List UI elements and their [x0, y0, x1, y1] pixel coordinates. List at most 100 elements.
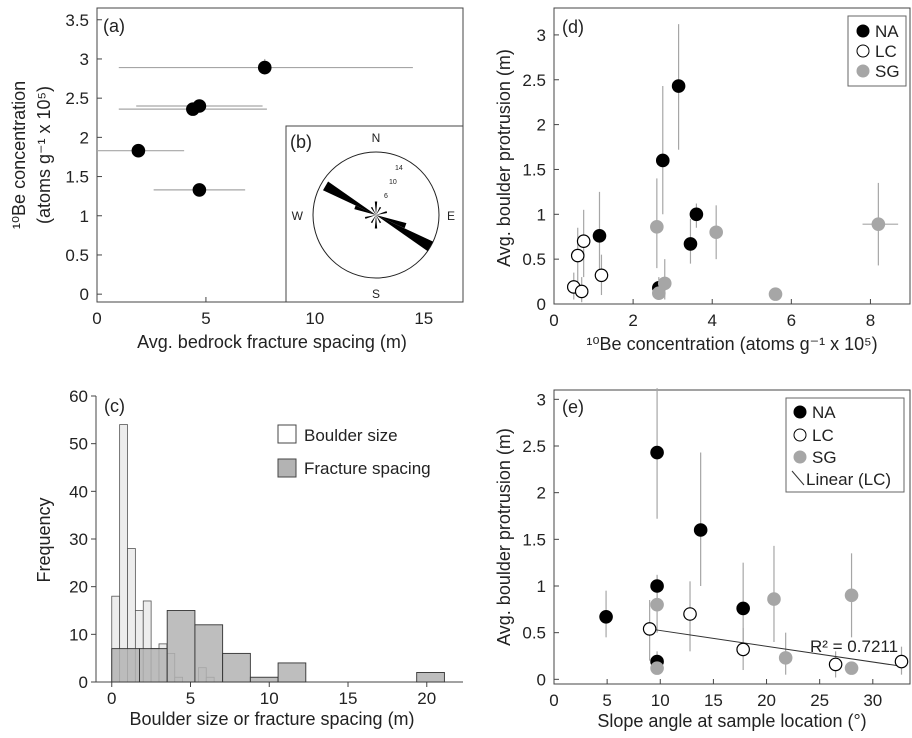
panel_a-xtick-label: 15 [414, 309, 433, 328]
fracture-spacing-bar [277, 662, 307, 683]
panel-e-legend-fit-marker [791, 470, 805, 486]
panel-e-legend-lc-marker [793, 428, 807, 442]
panel-e-na-point [599, 609, 613, 624]
fracture-spacing-bar [249, 676, 279, 683]
panel_c-xtick-label: 15 [339, 689, 358, 708]
panel_a-ytick-label: 1.5 [65, 168, 89, 187]
panel-e-sg-point [767, 592, 781, 606]
panel-e-legend-na-marker [793, 405, 807, 419]
panel-d-lc-point [574, 284, 589, 299]
panel_d-ytick-label: 3 [537, 26, 546, 45]
panel-d-na-point [689, 207, 704, 222]
rose-petal [376, 211, 388, 215]
panel-e-ylabel: Avg. boulder protrusion (m) [494, 428, 514, 646]
panel-e-xlabel: Slope angle at sample location (°) [597, 711, 866, 731]
panel-d-sg-point [709, 225, 723, 240]
panel-d-frame [553, 7, 911, 305]
panel-e-legend-lc: LC [812, 426, 834, 445]
rose-west: W [292, 209, 304, 223]
panel-b-label: (b) [290, 132, 312, 152]
panel-d-sg-point [652, 286, 666, 301]
panel-e-frame [553, 389, 911, 685]
panel_c-ytick-label: 50 [69, 435, 88, 454]
panel_e-ytick-label: 3 [537, 390, 546, 409]
panel-e-sg-point [778, 651, 793, 665]
panel-e-linear-fit-line [649, 628, 902, 667]
panel-c: 0 5 10 15 20 0 10 20 30 40 50 60 (c) Boulder size F… [34, 387, 463, 729]
panel-d-sg-point [650, 220, 664, 234]
panel-a-ylabel-2: (atoms g⁻¹ x 10⁵) [34, 86, 54, 224]
panel-a: (a) 0 5 10 15 0 0.5 1 1.5 2 2.5 3 3.5 Avg. bedrock … [9, 7, 464, 352]
panel-a-label: (a) [103, 16, 125, 36]
panel-e-marks [599, 388, 909, 678]
panel-d-sg-point [871, 217, 886, 231]
legend-fracture-spacing: Fracture spacing [304, 459, 431, 478]
fracture-spacing-bar [222, 652, 251, 683]
panel_d-ytick-label: 2.5 [522, 71, 546, 90]
panel-c-xlabel: Boulder size or fracture spacing (m) [129, 709, 414, 729]
panel-c-bars [111, 424, 445, 683]
panel-d-lc-point [570, 248, 585, 263]
panel_c-xtick-label: 0 [107, 689, 116, 708]
panel_d-ytick-label: 0 [537, 295, 546, 314]
panel_e-ytick-label: 0 [537, 670, 546, 689]
panel_a-xtick-label: 0 [92, 309, 101, 328]
panel-d-sg-point [768, 287, 783, 301]
panel_e-xtick-label: 10 [651, 691, 670, 710]
panel-c-label: (c) [104, 396, 125, 416]
rose-petal [376, 215, 407, 229]
fracture-spacing-bar [139, 648, 168, 683]
panel_e-xtick-label: 20 [757, 691, 776, 710]
panel-d-legend-lc: LC [875, 42, 897, 61]
panel-d-legend-sg: SG [875, 62, 900, 81]
panel-d-legend-lc-marker [856, 44, 870, 58]
panel_c-ytick-label: 20 [69, 578, 88, 597]
panel-e-lc-point [828, 657, 843, 672]
panel-d-legend-na-marker [856, 24, 870, 38]
panel-e-na-point [693, 523, 708, 537]
panel_d-xtick-label: 2 [628, 311, 637, 330]
fracture-spacing-bar [194, 624, 224, 683]
panel-d-na-point [655, 153, 670, 168]
rose-ring-label-3: 6 [384, 193, 388, 200]
rose-north: N [372, 131, 381, 145]
rose-petal [374, 215, 378, 229]
panel_e-ytick-label: 0.5 [522, 624, 546, 643]
panel_a-ytick-label: 3.5 [65, 11, 89, 30]
rose-ring-label-1: 14 [395, 165, 403, 172]
panel_a-ytick-label: 1 [80, 207, 89, 226]
panel-d-na-point [592, 229, 607, 243]
panel_a-xtick-label: 5 [201, 309, 210, 328]
rose-south: S [372, 287, 380, 301]
panel_e-xtick-label: 25 [810, 691, 829, 710]
panel-d-label: (d) [562, 17, 584, 37]
rose-outer-circle [312, 151, 440, 279]
panel-d-legend-na: NA [875, 22, 899, 41]
panel_e-xtick-label: 0 [549, 691, 558, 710]
panel_d-xtick-label: 0 [549, 311, 558, 330]
rose-petal [354, 205, 376, 215]
panel-e-sg-point [844, 588, 859, 603]
panel_e-ytick-label: 2 [537, 484, 546, 503]
panel_c-ytick-label: 40 [69, 482, 88, 501]
panel-d-marks [566, 24, 899, 303]
panel_a-ytick-label: 3 [80, 50, 89, 69]
panel-e-na-point [650, 445, 664, 460]
panel-e-na-point [650, 579, 664, 593]
panel-d-lc-point [594, 268, 609, 283]
panel-d-legend-sg-marker [856, 64, 870, 78]
panel-d-lc-point [576, 234, 591, 249]
rose-petal [364, 215, 376, 219]
rose-ring-label-2: 10 [389, 179, 397, 186]
rose-petal [376, 215, 382, 224]
panel-e-legend-fit: Linear (LC) [806, 470, 891, 489]
panel-e-legend-na: NA [812, 403, 836, 422]
panel_e-ytick-label: 1.5 [522, 530, 546, 549]
panel_c-ytick-label: 30 [69, 530, 88, 549]
panel-d: (d) 0 2 4 6 8 0 0.5 1 1.5 2 2.5 3 NA LC SG ¹⁰Be con… [494, 7, 911, 354]
panel-e-sg-point [844, 661, 859, 675]
panel-a-ylabel-1: ¹⁰Be concentration [9, 81, 29, 229]
panel-e-lc-point [642, 622, 657, 636]
panel-e: (e) 0 5 10 15 20 25 30 0 0.5 1 1.5 2 2.5 3 NA LC SG L… [494, 388, 911, 731]
